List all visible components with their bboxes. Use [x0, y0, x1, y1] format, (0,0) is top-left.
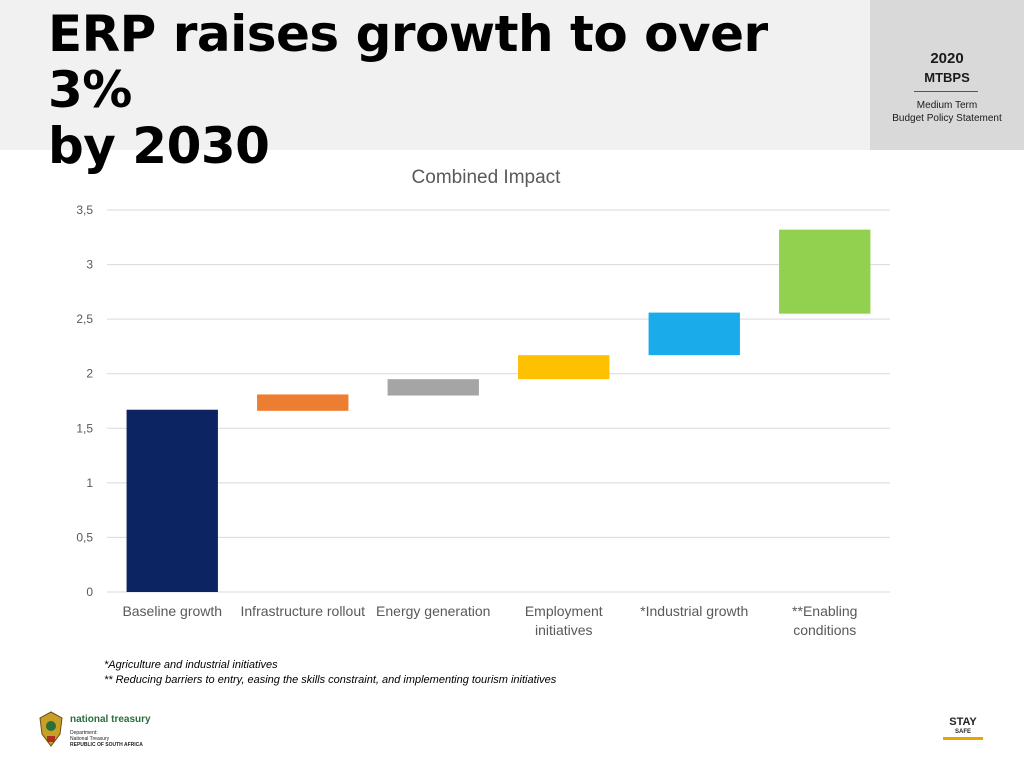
bar [779, 229, 871, 314]
y-tick-label: 2,5 [76, 312, 93, 326]
bar [648, 312, 740, 356]
logo-brand-text: national treasury [70, 714, 151, 725]
x-tick-label: Employment [525, 603, 603, 619]
page-title-line-1: ERP raises growth to over 3% [48, 5, 768, 119]
mtbps-badge: 2020 MTBPS Medium Term Budget Policy Sta… [870, 0, 1024, 150]
bar [518, 355, 610, 380]
page-title: ERP raises growth to over 3% by 2030 [48, 6, 848, 174]
stay-safe-line-2: SAFE [954, 729, 971, 735]
waterfall-chart: Combined Impact 0 0,5 1 1,5 2 2,5 3 3,5 Baseline … [62, 150, 910, 650]
x-tick-label: *Industrial growth [640, 603, 748, 619]
x-tick-label: Energy generation [376, 603, 490, 619]
header-band: ERP raises growth to over 3% by 2030 202… [0, 0, 1024, 174]
chart-title: Combined Impact [412, 167, 562, 188]
x-tick-label: initiatives [535, 622, 593, 638]
y-tick-label: 2 [86, 367, 93, 381]
y-tick-label: 3,5 [76, 203, 93, 217]
badge-description-line-1: Medium Term [916, 100, 978, 111]
bar [257, 394, 349, 411]
page-title-line-2: by 2030 [48, 117, 270, 175]
badge-divider [914, 91, 978, 92]
coat-of-arms-icon [39, 711, 63, 747]
x-tick-label: Baseline growth [122, 603, 222, 619]
x-tick-label: **Enabling [792, 603, 857, 619]
badge-abbreviation: MTBPS [924, 70, 970, 85]
stay-safe-strip [943, 737, 983, 740]
footnotes: *Agriculture and industrial initiatives … [104, 658, 556, 688]
stay-safe-logo: STAY SAFE [940, 716, 986, 752]
y-tick-label: 1 [86, 476, 93, 490]
stay-safe-line-1: STAY [949, 716, 977, 728]
badge-description-line-2: Budget Policy Statement [892, 113, 1002, 124]
badge-year: 2020 [930, 50, 964, 67]
footnote-2: ** Reducing barriers to entry, easing th… [104, 674, 557, 686]
x-tick-label: conditions [793, 622, 856, 638]
national-treasury-logo: national treasury Department: National T… [36, 710, 156, 752]
y-tick-label: 1,5 [76, 421, 93, 435]
logo-dept-line-1: Department: [70, 730, 98, 736]
logo-dept-line-3: REPUBLIC OF SOUTH AFRICA [70, 742, 143, 748]
bar [387, 379, 479, 396]
logo-dept-line-2: National Treasury [70, 736, 110, 742]
y-tick-label: 0,5 [76, 530, 93, 544]
bar [126, 409, 218, 592]
y-tick-label: 0 [86, 585, 93, 599]
x-tick-label: Infrastructure rollout [241, 603, 366, 619]
chart-svg: Combined Impact 0 0,5 1 1,5 2 2,5 3 3,5 Baseline … [76, 167, 890, 638]
footnote-1: *Agriculture and industrial initiatives [104, 659, 278, 671]
y-tick-label: 3 [86, 258, 93, 272]
